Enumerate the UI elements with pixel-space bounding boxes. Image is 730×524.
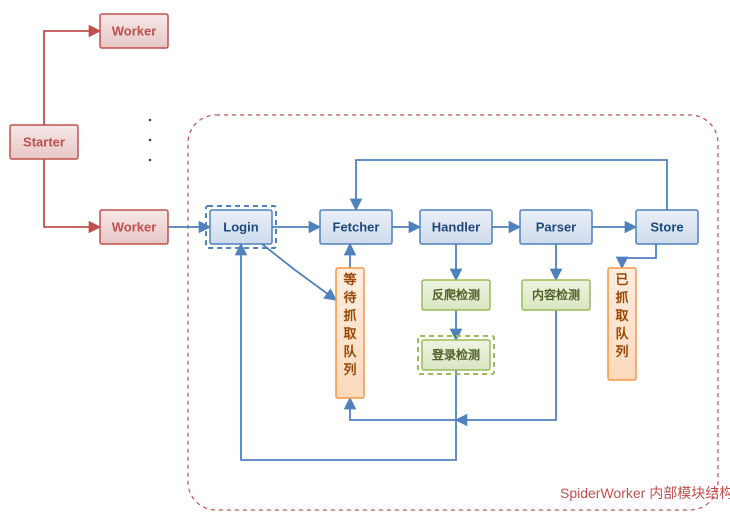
svg-text:抓: 抓 [615,290,628,305]
node-login: Login [206,206,276,248]
node-anti: 反爬检测 [422,280,490,310]
edge [356,160,667,210]
diagram-canvas: SpiderWorker 内部模块结构 Worker Starter Worker L… [0,0,730,524]
node-content: 内容检测 [522,280,590,310]
svg-text:列: 列 [343,362,356,377]
svg-text:队: 队 [343,344,357,359]
edge [350,370,456,420]
edge [262,244,336,300]
ellipsis-dot [149,139,152,142]
svg-text:队: 队 [615,326,629,341]
svg-text:Fetcher: Fetcher [333,219,380,234]
svg-text:列: 列 [615,344,628,359]
node-q_done: 已抓取队列 [608,268,636,380]
svg-text:Handler: Handler [432,219,480,234]
svg-text:取: 取 [343,326,357,341]
svg-text:内容检测: 内容检测 [532,287,580,302]
node-store: Store [636,210,698,244]
svg-text:Parser: Parser [536,219,576,234]
spiderworker-container [188,115,718,510]
node-handler: Handler [420,210,492,244]
svg-text:Worker: Worker [112,219,157,234]
edge [44,31,100,125]
svg-text:已: 已 [615,272,628,287]
svg-text:抓: 抓 [343,308,356,323]
svg-text:Login: Login [223,219,258,234]
node-fetcher: Fetcher [320,210,392,244]
edge [622,244,656,268]
node-worker_bot: Worker [100,210,168,244]
svg-text:等: 等 [342,272,356,287]
svg-text:反爬检测: 反爬检测 [432,287,480,302]
ellipsis-dot [149,159,152,162]
node-q_wait: 等待抓取队列 [336,268,364,398]
svg-text:取: 取 [615,308,629,323]
container-title: SpiderWorker 内部模块结构 [560,485,730,501]
node-starter: Starter [10,125,78,159]
svg-text:Starter: Starter [23,134,65,149]
node-worker_top: Worker [100,14,168,48]
node-parser: Parser [520,210,592,244]
svg-text:Store: Store [650,219,683,234]
nodes-group: Worker Starter Worker Login Fetcher Handler Pa… [10,14,698,398]
ellipsis-dot [149,119,152,122]
edge [44,159,100,227]
svg-text:Worker: Worker [112,23,157,38]
node-login_chk: 登录检测 [418,336,494,374]
svg-text:待: 待 [342,290,356,305]
svg-text:登录检测: 登录检测 [431,347,480,362]
